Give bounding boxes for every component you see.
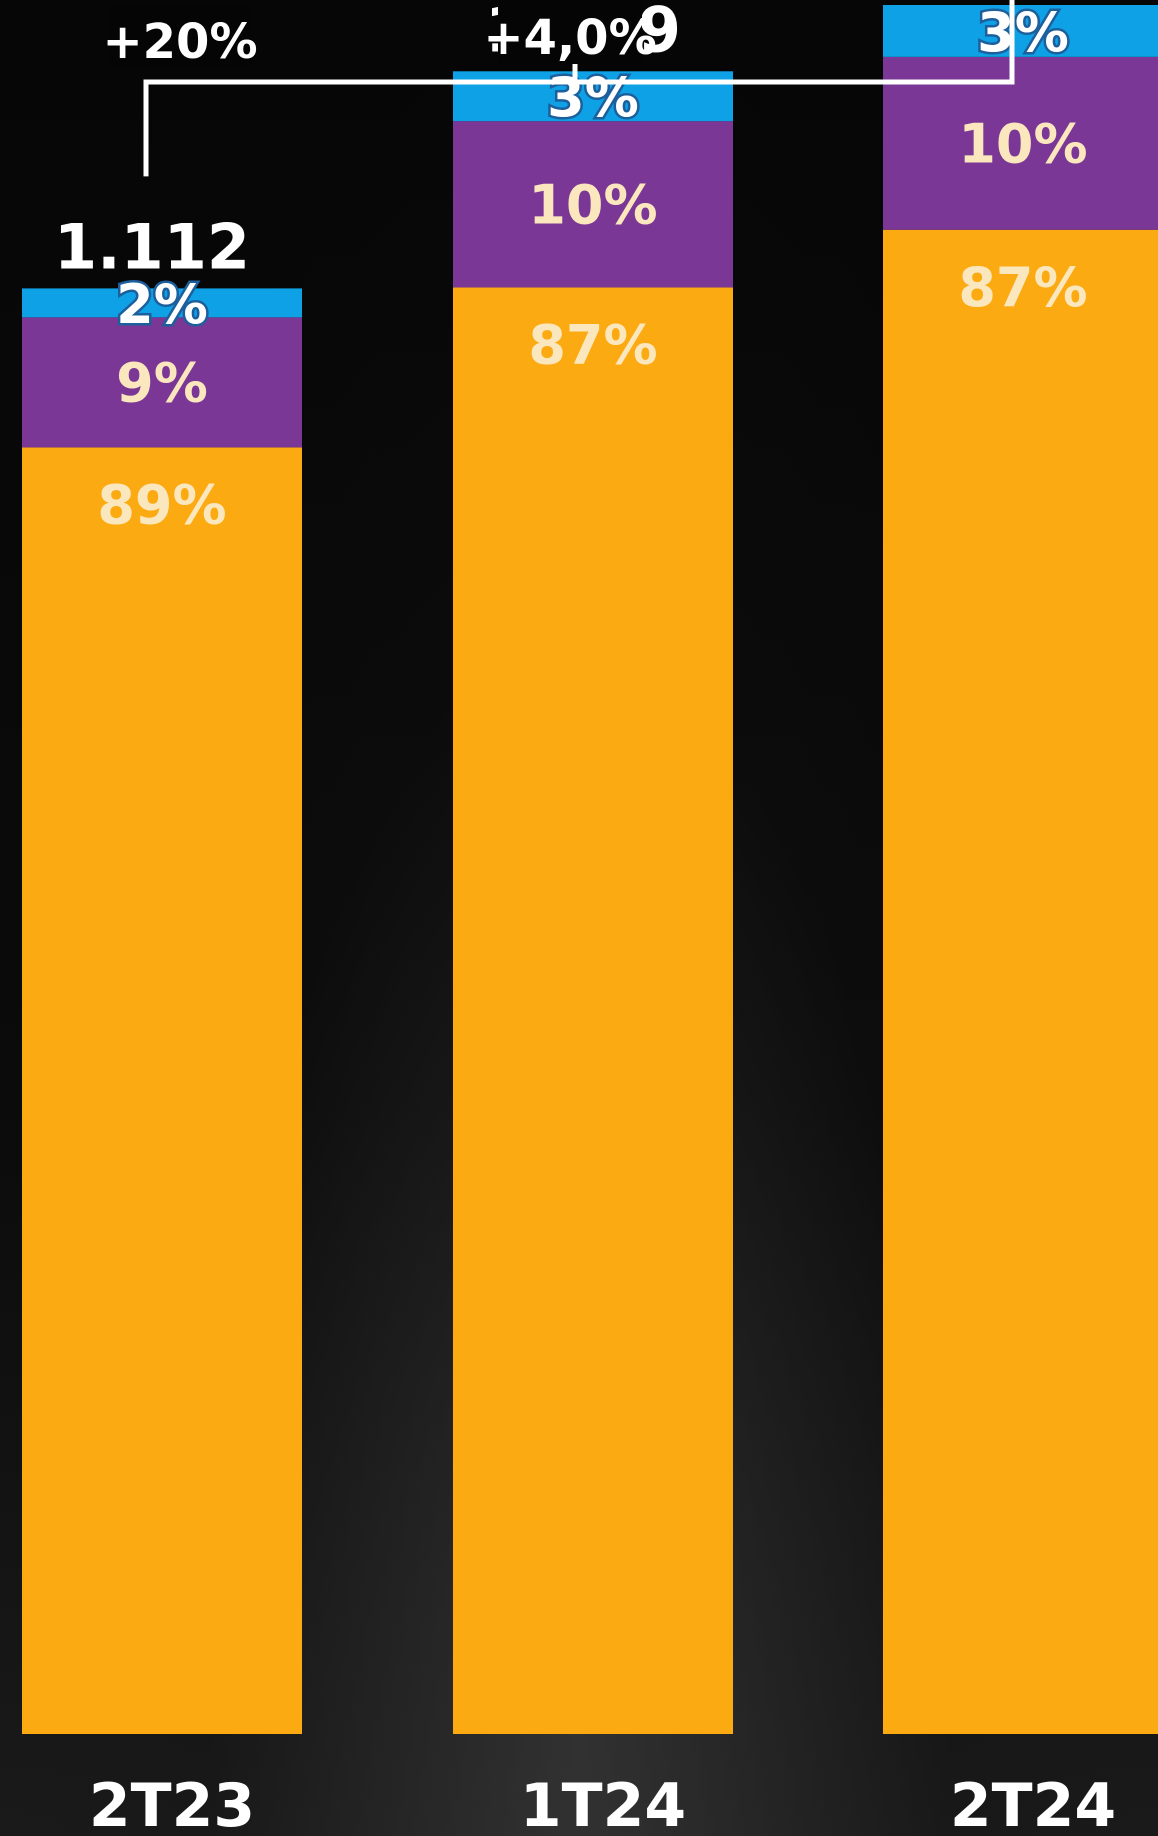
growth-label-backdrop bbox=[108, 4, 252, 68]
segment-label: 9% bbox=[116, 351, 208, 414]
segment-label: 2% bbox=[116, 273, 208, 336]
category-label: 1T24 bbox=[520, 1771, 686, 1836]
bar-segment-orange-segment bbox=[453, 287, 733, 1735]
bar-segment-orange-segment bbox=[22, 447, 302, 1734]
segment-label: 89% bbox=[97, 473, 226, 536]
segment-label: 10% bbox=[528, 173, 657, 236]
segment-label: 10% bbox=[958, 112, 1087, 175]
growth-connector-line bbox=[143, 0, 1015, 177]
category-label: 2T23 bbox=[89, 1771, 255, 1836]
growth-label: +4,0% bbox=[483, 10, 656, 66]
bar-segment-purple-segment bbox=[22, 317, 302, 448]
bar-total-label: 1.112 bbox=[54, 210, 250, 283]
growth-label-backdrop bbox=[498, 0, 642, 64]
segment-label: 3% bbox=[977, 1, 1069, 64]
bar-segment-purple-segment bbox=[883, 56, 1158, 230]
segment-label: 87% bbox=[528, 313, 657, 376]
category-label: 2T24 bbox=[950, 1771, 1116, 1836]
bar-segment-blue-segment bbox=[22, 288, 302, 318]
segment-label: 3% bbox=[547, 66, 639, 129]
bar-segment-blue-segment bbox=[883, 5, 1158, 57]
segment-label: 87% bbox=[958, 256, 1087, 319]
growth-label: +20% bbox=[102, 14, 257, 70]
bar-segment-orange-segment bbox=[883, 229, 1158, 1734]
bar-segment-purple-segment bbox=[453, 121, 733, 288]
